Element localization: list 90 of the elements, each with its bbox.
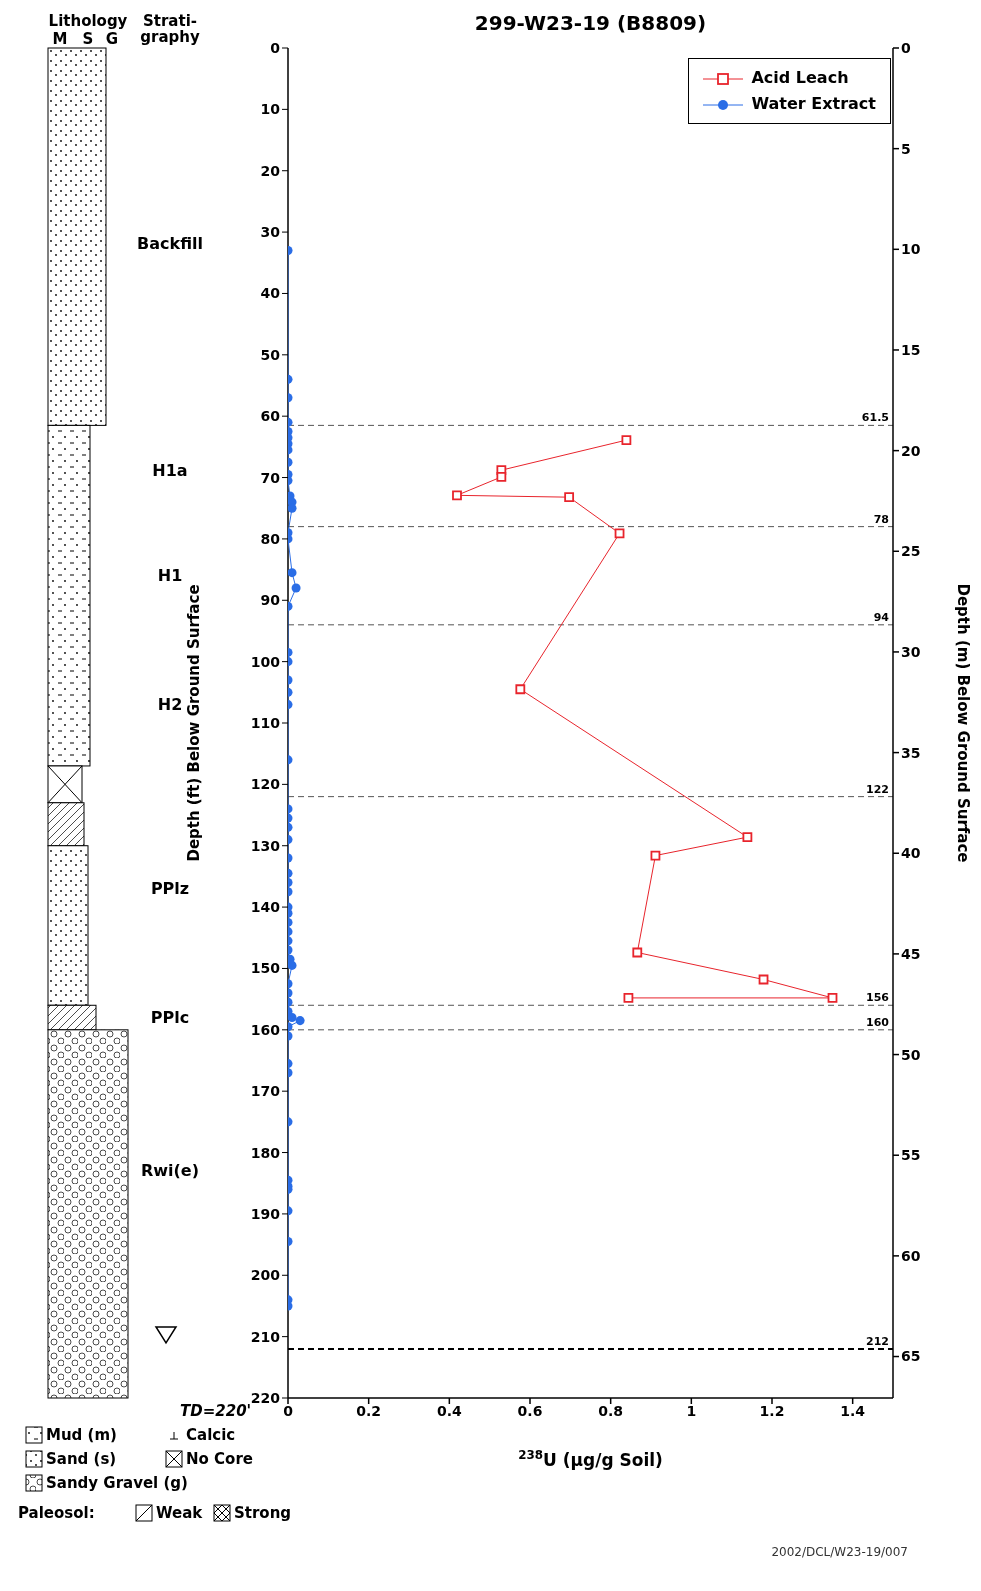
y2-tick-label: 0: [901, 39, 911, 56]
x-tick-label: 0: [283, 1402, 294, 1419]
text: Strong: [234, 1504, 292, 1522]
y2-axis-title: Depth (m) Below Ground Surface: [953, 583, 972, 863]
y2-tick-label: 35: [901, 744, 921, 761]
point: [827, 993, 838, 1003]
text: No Core: [186, 1450, 253, 1468]
y-tick-label: 140: [250, 899, 281, 916]
y-tick-label: 200: [250, 1267, 281, 1284]
y2-tick-label: 5: [901, 140, 911, 157]
ref-line-label: 94: [873, 610, 890, 624]
x-tick-label: 0.2: [356, 1402, 382, 1419]
ref-line-label: 212: [866, 1334, 889, 1348]
y-tick-label: 80: [260, 530, 281, 547]
text: H1a: [152, 461, 188, 481]
y2-tick-label: 25: [901, 543, 921, 560]
y-tick-label: 40: [260, 285, 281, 302]
y-tick-label: 220: [250, 1389, 281, 1406]
point: [632, 947, 643, 958]
point: [614, 528, 625, 539]
text: Sand (s): [46, 1450, 117, 1468]
ref-line-label: 122: [866, 782, 889, 796]
text: Weak: [156, 1504, 204, 1522]
y2-tick-label: 15: [901, 341, 921, 358]
y-tick-label: 60: [260, 408, 281, 425]
y-tick-label: 90: [260, 592, 281, 609]
y-tick-label: 110: [250, 714, 281, 731]
y-tick-label: 190: [250, 1205, 281, 1222]
chart-title: 299-W23-19 (B8809): [474, 11, 707, 35]
y-tick-label: 120: [250, 776, 281, 793]
text: 2002/DCL/W23-19/007: [771, 1545, 908, 1559]
x-tick-label: 1.2: [759, 1402, 785, 1419]
text: TD=220': [180, 1402, 252, 1420]
y-tick-label: 150: [250, 960, 281, 977]
point: [742, 832, 753, 843]
y2-tick-label: 40: [901, 845, 921, 862]
y-tick-label: 0: [270, 39, 281, 56]
point: [496, 472, 507, 482]
text: H1: [157, 565, 183, 585]
ref-line-label: 78: [873, 512, 889, 526]
y-axis-title: Depth (ft) Below Ground Surface: [185, 584, 204, 862]
legend-label: Water Extract: [751, 94, 876, 113]
x-tick-label: 1: [686, 1402, 697, 1419]
y-tick-label: 160: [250, 1021, 281, 1038]
y-tick-label: 180: [250, 1144, 281, 1161]
x-tick-label: 0.8: [598, 1402, 624, 1419]
y-tick-label: 10: [260, 101, 281, 118]
y-tick-label: 50: [260, 346, 281, 363]
x-axis-title: $^{238}$U (µg/g Soil): [518, 1448, 663, 1470]
ref-line-label: 61.5: [861, 411, 889, 425]
text: PPlc: [150, 1007, 190, 1027]
text: G: [105, 30, 119, 48]
text: Paleosol:: [18, 1504, 95, 1522]
ref-line-label: 160: [866, 1015, 890, 1029]
text: Rwi(e): [140, 1160, 200, 1180]
y2-tick-label: 55: [901, 1147, 921, 1164]
y-tick-label: 20: [260, 162, 281, 179]
y2-tick-label: 10: [901, 241, 921, 258]
x-tick-label: 0.4: [436, 1402, 462, 1419]
y2-tick-label: 60: [901, 1247, 921, 1264]
point: [621, 435, 632, 446]
legend-label: Acid Leach: [751, 68, 849, 87]
text: Mud (m): [46, 1426, 117, 1444]
text: Backfill: [137, 234, 203, 254]
y-tick-label: 130: [250, 837, 281, 854]
text: Calcic: [186, 1426, 236, 1444]
text: Lithology: [48, 12, 128, 30]
y-tick-label: 210: [250, 1328, 281, 1345]
x-tick-label: 0.6: [517, 1402, 543, 1419]
y2-tick-label: 20: [901, 442, 921, 459]
y-tick-label: 70: [260, 469, 281, 486]
text: S: [82, 30, 94, 48]
y-tick-label: 170: [250, 1083, 281, 1100]
ref-line-label: 156: [866, 991, 890, 1005]
point: [515, 684, 526, 695]
text: Sandy Gravel (g): [46, 1474, 188, 1492]
y2-tick-label: 65: [901, 1348, 921, 1365]
text: PPlz: [150, 878, 190, 898]
text: M: [52, 30, 68, 48]
point: [452, 490, 462, 501]
y2-tick-label: 45: [901, 945, 921, 962]
text: Strati- graphy: [140, 12, 200, 46]
y2-tick-label: 30: [901, 643, 921, 660]
y2-tick-label: 50: [901, 1046, 921, 1063]
point: [564, 492, 575, 503]
point: [623, 993, 634, 1003]
y-tick-label: 100: [250, 653, 281, 670]
text: H2: [157, 694, 183, 714]
y-tick-label: 30: [260, 224, 281, 241]
x-tick-label: 1.4: [840, 1402, 866, 1419]
